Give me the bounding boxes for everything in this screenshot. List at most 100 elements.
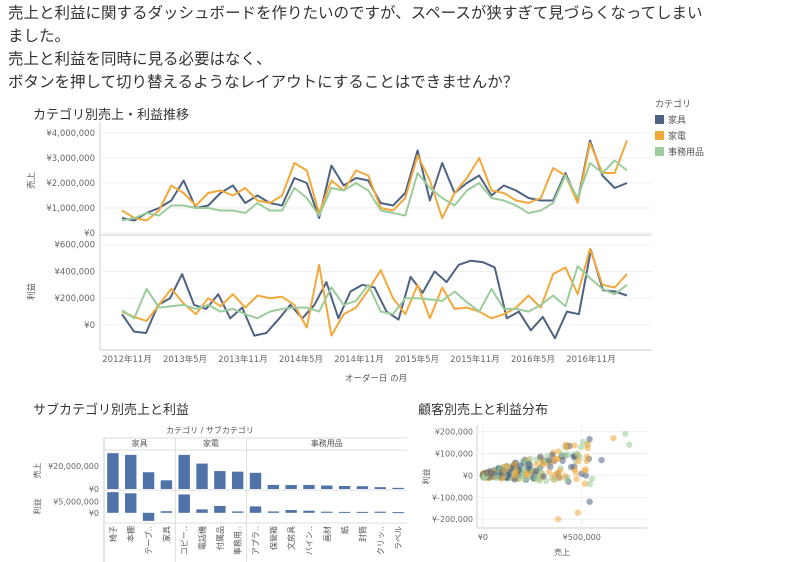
bar-header: カテゴリ / サブカテゴリ — [166, 425, 254, 435]
legend-swatch — [655, 115, 664, 124]
scatter-point — [574, 458, 582, 465]
bar — [142, 472, 155, 489]
category-label: コピー.. — [180, 526, 189, 555]
bar — [231, 511, 244, 513]
scatter-point — [574, 509, 582, 516]
x-tick-label: ¥500,000 — [563, 533, 601, 542]
category-label: 保管箱 — [268, 526, 278, 550]
bar — [196, 509, 208, 513]
y-tick-label: ¥-100,000 — [432, 493, 473, 502]
y-tick-label: ¥0 — [89, 485, 99, 494]
legend-item-furniture[interactable]: 家具 — [655, 113, 704, 126]
question-line: ました。 — [8, 27, 71, 45]
customer-scatter-chart[interactable]: ¥200,000 ¥100,000 ¥0 ¥-100,000 ¥-200,000 ¥0 ¥5… — [415, 415, 660, 562]
bar — [231, 471, 244, 489]
question-line: 売上と利益を同時に見る必要はなく、 — [8, 50, 272, 68]
legend-title: カテゴリ — [655, 100, 692, 110]
y-tick-label: ¥0 — [84, 321, 95, 331]
scatter-point — [505, 468, 513, 476]
y-tick-label: ¥200,000 — [54, 294, 95, 304]
bar — [214, 471, 226, 489]
x-tick-label: 2013年11月 — [218, 354, 267, 365]
x-tick-label: 2012年11月 — [102, 354, 151, 365]
group-label: 家具 — [132, 438, 148, 448]
category-label: 紙 — [340, 526, 350, 534]
bar — [178, 454, 190, 489]
sales-profit-line-chart[interactable]: ¥0 ¥1,000,000 ¥2,000,000 ¥3,000,000 ¥4,000,0… — [0, 120, 660, 390]
bar — [356, 511, 369, 513]
x-tick-label: 2013年5月 — [163, 354, 207, 365]
bar — [125, 454, 137, 489]
legend-item-office[interactable]: 事務用品 — [655, 145, 704, 158]
scatter-point — [574, 450, 581, 457]
scatter-point — [500, 467, 508, 474]
legend-item-appliances[interactable]: 家電 — [655, 129, 704, 142]
scatter-point — [586, 435, 593, 443]
question-line: 売上と利益に関するダッシュボードを作りたいのですが、スペースが狭すぎて見づらくな… — [8, 4, 703, 22]
scatter-point — [537, 453, 544, 460]
y-tick-label: ¥4,000,000 — [46, 129, 95, 139]
scatter-point — [554, 516, 562, 523]
series-line — [121, 247, 628, 337]
x-tick-label: 2014年5月 — [279, 354, 323, 365]
scatter-point — [555, 469, 562, 477]
x-tick-label: 2016年5月 — [511, 354, 555, 365]
scatter-point — [557, 474, 564, 481]
y-tick-label: ¥5,000,000 — [53, 497, 99, 506]
y-tick-label: ¥2,000,000 — [46, 179, 95, 189]
bar — [392, 512, 404, 514]
bar — [267, 484, 280, 489]
scatter-point — [540, 461, 547, 468]
group-label: 家電 — [203, 438, 219, 448]
scatter-point — [586, 480, 594, 488]
bar — [321, 511, 333, 513]
line-chart-title: カテゴリ別売上・利益推移 — [33, 108, 190, 123]
question-text: 売上と利益に関するダッシュボードを作りたいのですが、スペースが狭すぎて見づらくな… — [8, 2, 793, 94]
scatter-point — [554, 455, 561, 463]
bar — [107, 492, 119, 513]
y-axis-title: 利益 — [26, 283, 37, 301]
category-label: クリッ.. — [376, 526, 385, 555]
x-tick-label: 2014年11月 — [334, 354, 383, 365]
category-label: アプラ.. — [252, 526, 261, 555]
scatter-point — [577, 443, 585, 451]
series-line — [121, 249, 628, 340]
scatter-point — [483, 469, 490, 477]
bar-chart-title: サブカテゴリ別売上と利益 — [33, 403, 190, 418]
bar — [392, 487, 404, 489]
scatter-point — [533, 461, 540, 468]
scatter-point — [567, 463, 575, 471]
y-tick-label: ¥0 — [463, 471, 473, 480]
scatter-point — [571, 442, 578, 449]
question-line: ボタンを押して切り替えるようなレイアウトにすることはできませんか？ — [8, 73, 519, 91]
category-label: 本棚 — [126, 526, 136, 542]
y-tick-label: ¥1,000,000 — [46, 204, 95, 214]
x-tick-label: ¥0 — [478, 533, 488, 542]
category-legend[interactable]: カテゴリ 家具 家電 事務用品 — [655, 97, 704, 158]
y-tick-label: ¥3,000,000 — [46, 154, 95, 164]
bar — [160, 511, 173, 513]
bar — [374, 487, 386, 489]
x-tick-label: 2016年11月 — [566, 354, 615, 365]
category-label: 事務用.. — [233, 526, 243, 555]
bar — [107, 453, 119, 489]
scatter-point — [581, 467, 588, 474]
scatter-point — [588, 475, 596, 483]
bar — [321, 485, 333, 489]
y-tick-label: ¥100,000 — [435, 449, 473, 458]
bar — [249, 506, 262, 513]
category-label: 椅子 — [108, 526, 118, 542]
y-tick-label: ¥0 — [84, 229, 95, 239]
y-tick-label: ¥600,000 — [54, 241, 95, 251]
bar — [303, 510, 315, 513]
y-axis-title: 利益 — [421, 469, 431, 485]
bar — [160, 480, 173, 489]
scatter-point — [622, 430, 629, 437]
scatter-point — [523, 470, 531, 478]
scatter-point — [610, 434, 617, 442]
group-label: 事務用品 — [311, 438, 343, 448]
series-line — [121, 140, 628, 222]
legend-swatch — [655, 131, 664, 140]
bar — [338, 485, 351, 489]
